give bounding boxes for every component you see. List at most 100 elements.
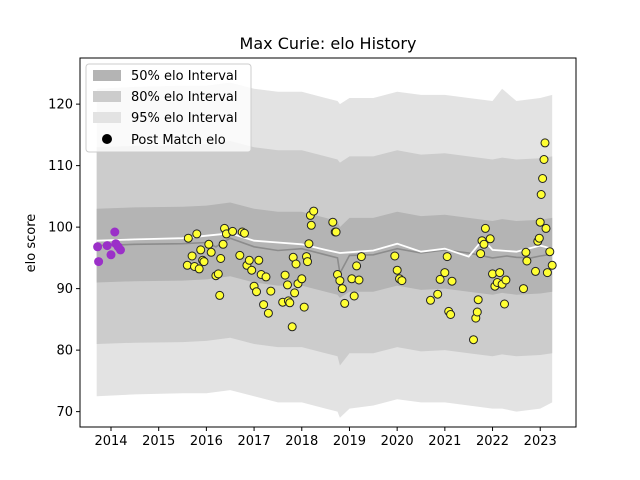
y-axis: 70 80 90 100 110 120: [48, 98, 80, 420]
post-match-elo-point: [304, 239, 314, 249]
post-match-elo-point: [247, 265, 257, 275]
post-match-elo-point: [500, 299, 509, 309]
plot-area: [79, 57, 577, 428]
post-match-elo-point: [309, 206, 319, 216]
post-match-elo-point: [480, 223, 490, 233]
post-match-elo-point: [182, 260, 192, 270]
post-match-elo-point: [331, 227, 341, 237]
post-match-elo-point: [501, 275, 511, 285]
post-match-elo-point: [287, 322, 297, 332]
post-match-elo-point: [291, 259, 301, 269]
x-axis: 2014 2015 2016 2017 2018 2019 2020 2021 2022 2023: [94, 427, 557, 449]
post-match-elo-point: [392, 265, 402, 275]
y-tick-label: 90: [56, 282, 73, 297]
early-elo-point: [93, 242, 103, 252]
post-match-elo-point: [440, 268, 450, 278]
post-match-elo-point: [469, 335, 478, 345]
x-tick-label: 2021: [428, 434, 461, 449]
post-match-elo-point: [218, 239, 228, 249]
post-match-elo-point: [194, 264, 204, 274]
post-match-elo-point: [187, 251, 197, 261]
post-match-elo-point: [390, 251, 400, 261]
plot-frame: [79, 57, 577, 428]
post-match-elo-point: [519, 284, 528, 294]
x-tick-label: 2015: [142, 434, 175, 449]
legend-label-95: 95% elo Interval: [131, 111, 238, 126]
legend-swatch-95: [93, 112, 121, 123]
legend-label-50: 50% elo Interval: [131, 69, 238, 84]
x-tick-label: 2019: [333, 434, 366, 449]
post-match-elo-point: [522, 256, 532, 266]
post-match-elo-point: [235, 250, 245, 260]
post-match-elo-point: [216, 254, 226, 263]
y-tick-label: 110: [48, 159, 73, 174]
post-match-elo-point: [433, 289, 443, 299]
post-match-elo-point: [488, 269, 497, 279]
x-tick-label: 2023: [524, 434, 557, 449]
post-match-elo-point: [299, 302, 309, 312]
y-tick-label: 70: [56, 405, 73, 420]
post-match-elo-point: [495, 268, 505, 278]
post-match-elo-point: [521, 247, 531, 257]
post-match-elo-point: [479, 239, 489, 249]
post-match-elo-point: [356, 252, 366, 262]
post-match-elo-point: [280, 270, 290, 280]
legend: 50% elo Interval 80% elo Interval 95% el…: [85, 63, 252, 153]
legend-frame: [85, 63, 252, 153]
post-match-elo-point: [536, 190, 546, 199]
post-match-elo-point: [204, 239, 214, 249]
post-match-elo-point: [303, 257, 312, 267]
post-match-elo-point: [206, 247, 216, 257]
y-tick-label: 80: [56, 344, 73, 359]
legend-swatch-80: [93, 91, 121, 102]
median-elo-line: [96, 232, 553, 258]
post-match-elo-point: [442, 252, 452, 262]
post-match-elo-point: [192, 229, 202, 239]
post-match-elo-point: [547, 260, 557, 270]
post-match-elo-point: [290, 288, 300, 298]
x-tick-label: 2016: [190, 434, 223, 449]
post-match-elo-point: [446, 310, 456, 319]
trend-lines: [96, 232, 553, 276]
post-match-elo-point: [259, 300, 269, 310]
early-elo-point: [94, 257, 104, 267]
post-match-elo-point: [183, 233, 193, 243]
post-match-elo-point: [340, 298, 350, 308]
mean-elo-line: [96, 237, 553, 276]
legend-label-post-match: Post Match elo: [131, 133, 226, 148]
post-match-elo-point: [254, 255, 264, 265]
early-elo-point: [110, 227, 120, 237]
post-match-elo-point: [435, 274, 445, 284]
early-elo-point: [102, 241, 112, 251]
post-match-elo-point: [472, 307, 482, 317]
post-match-elo-point: [244, 255, 254, 265]
post-match-elo-point: [297, 274, 307, 284]
post-match-elo-point: [285, 298, 295, 308]
early-elo-point: [116, 245, 125, 255]
post-match-elo-point: [347, 274, 357, 284]
post-match-elo-point: [447, 276, 457, 286]
post-match-elo-point: [240, 228, 249, 238]
chart-title: Max Curie: elo History: [240, 34, 417, 53]
post-match-elo-point: [263, 308, 273, 318]
post-match-elo-point: [539, 155, 549, 164]
post-match-elo-point: [473, 295, 483, 305]
y-tick-label: 100: [48, 221, 73, 236]
x-tick-label: 2014: [94, 434, 127, 449]
post-match-elo-point: [215, 290, 225, 300]
post-match-elo-point: [541, 223, 551, 233]
y-axis-label: elo score: [24, 214, 39, 273]
post-match-elo-point: [354, 275, 364, 285]
post-match-elo-point: [538, 174, 548, 183]
post-match-elo-point: [261, 272, 271, 282]
post-match-elo-point: [196, 245, 206, 255]
post-match-elo-point: [535, 217, 545, 227]
x-tick-label: 2022: [476, 434, 509, 449]
post-match-elo-point: [397, 276, 407, 286]
post-match-elo-point: [542, 268, 552, 278]
post-match-elo-point: [228, 226, 238, 236]
post-match-elo-point: [476, 249, 486, 259]
post-match-elo-point: [283, 280, 292, 290]
post-match-elo-point: [213, 269, 223, 279]
